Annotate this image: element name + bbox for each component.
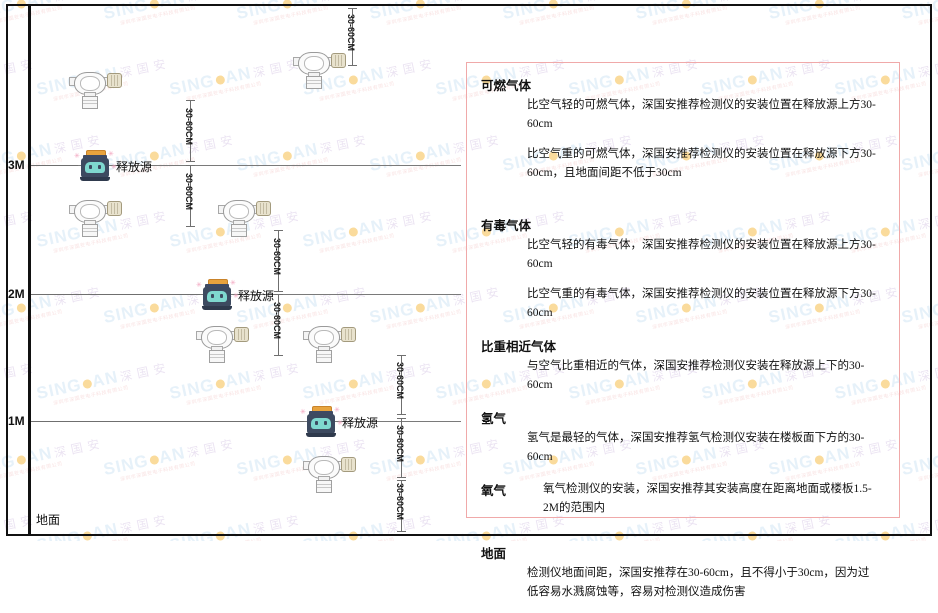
dimension-label: 30-60CM	[184, 108, 194, 146]
dimension-line: 30-60CM	[272, 294, 283, 356]
section-body: 氢气是最轻的气体，深国安推荐氢气检测仪安装在楼板面下方的30-60cm	[527, 429, 877, 478]
dimension-line: 30-60CM	[272, 230, 283, 292]
dimension-label: 30-60CM	[346, 14, 356, 52]
dimension-line: 30-60CM	[395, 418, 406, 478]
section-paragraph: 氧气检测仪的安装，深国安推荐其安装高度在距离地面或楼板1.5-2M的范围内	[543, 483, 872, 514]
release-source-icon: ✳ ✳ ✳	[300, 406, 343, 438]
section-paragraph: 比空气轻的可燃气体，深国安推荐检测仪的安装位置在释放源上方30-60cm	[527, 99, 876, 130]
section-paragraph: 与空气比重相近的气体，深国安推荐检测仪安装在释放源上下的30-60cm	[527, 360, 865, 391]
section-body: 比空气轻的有毒气体，深国安推荐检测仪的安装位置在释放源上方30-60cm 比空气重…	[527, 236, 877, 334]
dimension-line: 30-60CM	[346, 8, 357, 66]
dimension-line: 30-60CM	[184, 100, 195, 162]
release-source-icon: ✳ ✳ ✳	[196, 279, 239, 311]
gas-detector-icon	[66, 196, 124, 238]
dimension-label: 30-60CM	[272, 302, 282, 340]
section-paragraph: 检测仪地面间距，深国安推荐在30-60cm，且不得小于30cm，因为过低容易水溅…	[527, 567, 870, 598]
section-heading: 地面	[481, 547, 507, 561]
section-body: 与空气比重相近的气体，深国安推荐检测仪安装在释放源上下的30-60cm	[527, 357, 877, 406]
dimension-line: 30-60CM	[395, 480, 406, 532]
section-heading: 氧气	[481, 484, 507, 498]
section-heading: 氢气	[481, 412, 507, 426]
info-panel: 可燃气体比空气轻的可燃气体，深国安推荐检测仪的安装位置在释放源上方30-60cm…	[466, 62, 900, 598]
section-heading: 可燃气体	[481, 79, 532, 93]
release-source-icon: ✳ ✳ ✳	[74, 150, 117, 182]
gas-detector-icon	[215, 196, 273, 238]
leader-line	[31, 421, 304, 422]
leader-line	[31, 165, 78, 166]
gas-detector-icon	[300, 322, 358, 364]
section-paragraph: 比空气重的可燃气体，深国安推荐检测仪的安装位置在释放源下方30-60cm，且地面…	[527, 148, 876, 179]
gas-detector-icon	[66, 68, 124, 110]
dimension-line: 30-60CM	[184, 165, 195, 227]
leader-line	[31, 294, 200, 295]
dimension-label: 30-60CM	[395, 362, 405, 400]
level-line	[31, 165, 461, 166]
y-axis	[28, 6, 31, 534]
figure-border	[6, 4, 932, 536]
section-heading: 比重相近气体	[481, 340, 557, 354]
section-paragraph: 氢气是最轻的气体，深国安推荐氢气检测仪安装在楼板面下方的30-60cm	[527, 432, 865, 463]
release-source-label: 释放源	[116, 160, 153, 174]
dimension-label: 30-60CM	[272, 238, 282, 276]
section-body: 比空气轻的可燃气体，深国安推荐检测仪的安装位置在释放源上方30-60cm 比空气重…	[527, 96, 877, 194]
section-paragraph: 比空气轻的有毒气体，深国安推荐检测仪的安装位置在释放源上方30-60cm	[527, 239, 876, 270]
axis-tick-label-2m: 2M	[8, 287, 25, 301]
dimension-label: 30-60CM	[184, 173, 194, 211]
axis-tick-label-1m: 1M	[8, 414, 25, 428]
release-source-label: 释放源	[238, 289, 275, 303]
ground-label: 地面	[36, 513, 61, 527]
axis-tick-label-3m: 3M	[8, 158, 25, 172]
level-line	[31, 294, 461, 295]
section-heading: 有毒气体	[481, 219, 532, 233]
release-source-label: 释放源	[342, 416, 379, 430]
section-body: 检测仪地面间距，深国安推荐在30-60cm，且不得小于30cm，因为过低容易水溅…	[527, 564, 877, 613]
gas-detector-icon	[193, 322, 251, 364]
dimension-line: 30-60CM	[395, 355, 406, 415]
gas-detector-icon	[290, 48, 348, 90]
dimension-label: 30-60CM	[395, 483, 405, 521]
dimension-label: 30-60CM	[395, 425, 405, 463]
diagram-canvas: SINGAN深国安深圳市深国安电子科技有限公司SINGAN深国安深圳市深国安电子…	[0, 0, 938, 598]
gas-detector-icon	[300, 452, 358, 494]
section-body: 氧气检测仪的安装，深国安推荐其安装高度在距离地面或楼板1.5-2M的范围内	[543, 480, 873, 529]
section-paragraph: 比空气重的有毒气体，深国安推荐检测仪的安装位置在释放源下方30-60cm	[527, 288, 876, 319]
